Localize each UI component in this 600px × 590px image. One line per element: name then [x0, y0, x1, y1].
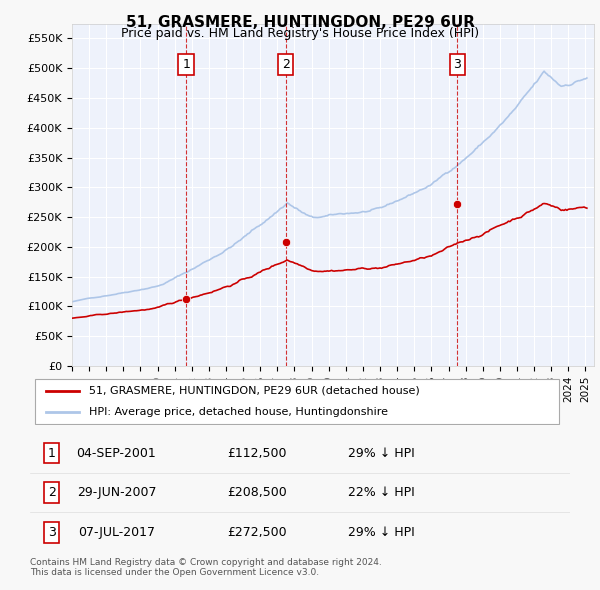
Text: 1: 1: [182, 58, 190, 71]
Text: 1: 1: [47, 447, 56, 460]
Text: 29% ↓ HPI: 29% ↓ HPI: [347, 447, 415, 460]
Text: £112,500: £112,500: [227, 447, 287, 460]
Text: £208,500: £208,500: [227, 486, 287, 499]
Text: 51, GRASMERE, HUNTINGDON, PE29 6UR: 51, GRASMERE, HUNTINGDON, PE29 6UR: [125, 15, 475, 30]
Text: 2: 2: [282, 58, 290, 71]
Text: 3: 3: [454, 58, 461, 71]
Text: 2: 2: [47, 486, 56, 499]
Text: HPI: Average price, detached house, Huntingdonshire: HPI: Average price, detached house, Hunt…: [89, 407, 388, 417]
Text: 3: 3: [47, 526, 56, 539]
Text: 29% ↓ HPI: 29% ↓ HPI: [347, 526, 415, 539]
FancyBboxPatch shape: [35, 379, 559, 424]
Text: 51, GRASMERE, HUNTINGDON, PE29 6UR (detached house): 51, GRASMERE, HUNTINGDON, PE29 6UR (deta…: [89, 386, 420, 396]
Text: £272,500: £272,500: [227, 526, 287, 539]
Text: 22% ↓ HPI: 22% ↓ HPI: [347, 486, 415, 499]
Text: 29-JUN-2007: 29-JUN-2007: [77, 486, 156, 499]
Text: 07-JUL-2017: 07-JUL-2017: [78, 526, 155, 539]
Text: Price paid vs. HM Land Registry's House Price Index (HPI): Price paid vs. HM Land Registry's House …: [121, 27, 479, 40]
Text: 04-SEP-2001: 04-SEP-2001: [77, 447, 156, 460]
Text: Contains HM Land Registry data © Crown copyright and database right 2024.
This d: Contains HM Land Registry data © Crown c…: [30, 558, 382, 577]
